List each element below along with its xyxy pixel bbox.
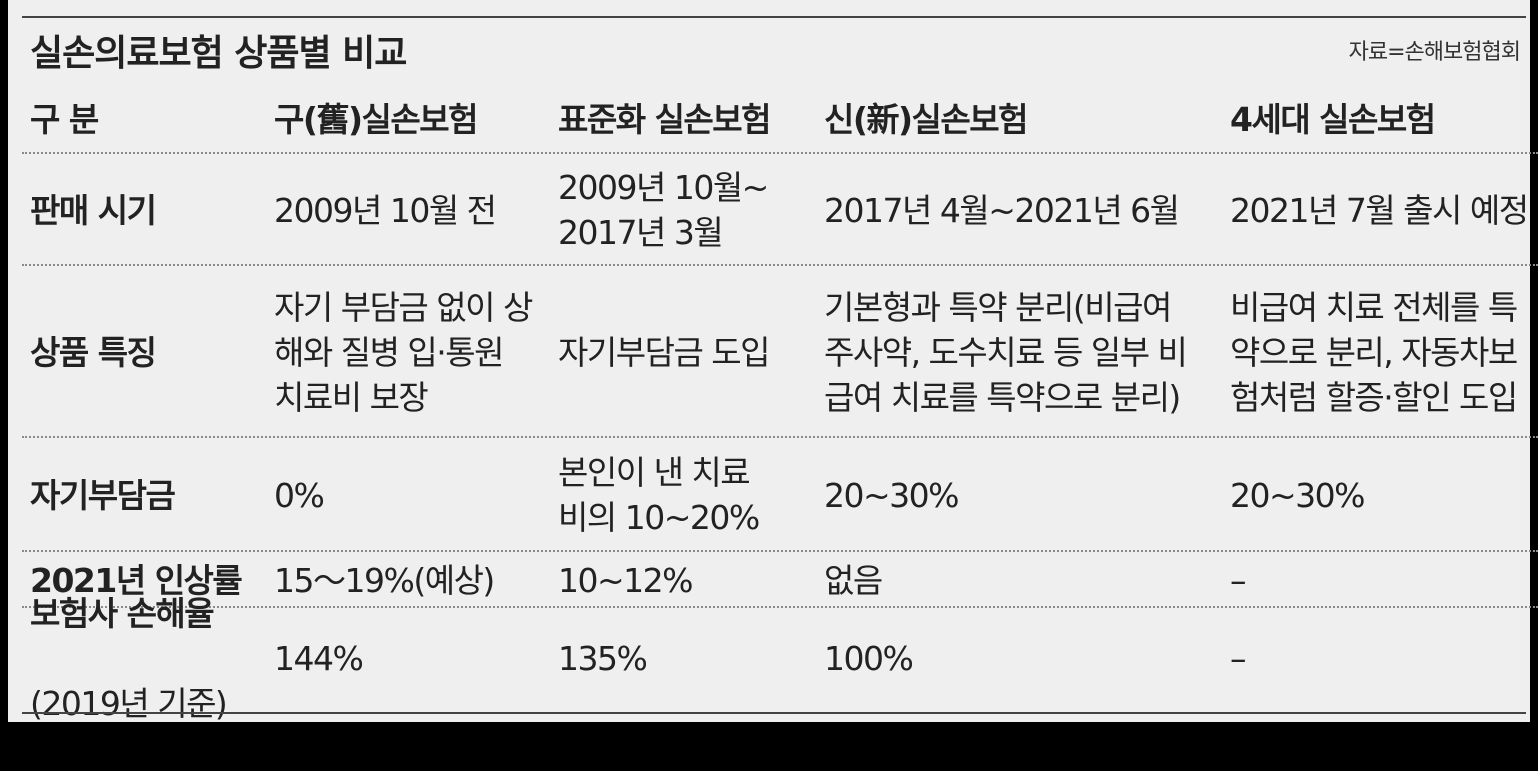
header-4th-gen-insurance: 4세대 실손보험: [1230, 99, 1436, 139]
row-label: 2021년 인상률: [30, 560, 243, 600]
top-rule: [22, 16, 1526, 18]
header-new-insurance: 신(新)실손보험: [824, 99, 1028, 139]
header-old-insurance: 구(舊)실손보험: [274, 99, 478, 139]
row-label: 상품 특징: [30, 332, 157, 372]
table-cell: 2009년 10월 전: [274, 190, 497, 230]
table-row-deductible: 자기부담금 0% 본인이 낸 치료 비의 10~20% 20~30% 20~30…: [22, 438, 1538, 552]
table-cell: 144%: [274, 638, 364, 678]
table-title: 실손의료보험 상품별 비교: [30, 33, 407, 74]
table-cell: 비급여 치료 전체를 특 약으로 분리, 자동차보 험처럼 할증·할인 도입: [1230, 287, 1518, 417]
header-standard-insurance: 표준화 실손보험: [558, 99, 772, 139]
table-cell: 자기부담금 도입: [558, 332, 771, 372]
header-category: 구 분: [30, 99, 99, 139]
row-label-sub: (2019년 기준): [30, 683, 228, 723]
table-cell: 2017년 4월~2021년 6월: [824, 190, 1180, 230]
infographic-frame: 실손의료보험 상품별 비교 자료=손해보험협회 구 분 구(舊)실손보험 표준화…: [8, 0, 1538, 723]
table-cell: 2021년 7월 출시 예정: [1230, 190, 1529, 230]
table-cell: 10~12%: [558, 560, 694, 600]
table-cell: –: [1230, 638, 1247, 678]
table-row-loss-ratio: 보험사 손해율 (2019년 기준) 144% 135% 100% –: [22, 594, 1538, 723]
table-cell: 0%: [274, 475, 325, 515]
table-cell: 자기 부담금 없이 상 해와 질병 입·통원 치료비 보장: [274, 287, 533, 417]
table-row-features: 상품 특징 자기 부담금 없이 상 해와 질병 입·통원 치료비 보장 자기부담…: [22, 266, 1538, 438]
source-note: 자료=손해보험협회: [1348, 40, 1521, 65]
table-cell: 2009년 10월~ 2017년 3월: [558, 168, 769, 252]
table-cell: 20~30%: [1230, 475, 1366, 515]
table-cell: –: [1230, 560, 1247, 600]
table-cell: 없음: [824, 560, 883, 600]
table-cell: 15～19%(예상): [274, 560, 495, 600]
header-row: 구 분 구(舊)실손보험 표준화 실손보험 신(新)실손보험 4세대 실손보험: [22, 84, 1538, 154]
table-cell: 기본형과 특약 분리(비급여 주사약, 도수치료 등 일부 비 급여 치료를 특…: [824, 287, 1188, 417]
row-label: 자기부담금: [30, 475, 176, 515]
row-label: 보험사 손해율 (2019년 기준): [30, 594, 270, 723]
table-row-sales-period: 판매 시기 2009년 10월 전 2009년 10월~ 2017년 3월 20…: [22, 154, 1538, 266]
table-cell: 135%: [558, 638, 648, 678]
row-label: 판매 시기: [30, 190, 157, 230]
bottom-rule: [22, 712, 1526, 714]
table-cell: 100%: [824, 638, 914, 678]
table-cell: 20~30%: [824, 475, 960, 515]
row-label-main: 보험사 손해율: [30, 593, 215, 633]
table-row-increase-rate: 2021년 인상률 15～19%(예상) 10~12% 없음 –: [22, 552, 1538, 608]
table-cell: 본인이 낸 치료 비의 10~20%: [558, 453, 760, 537]
